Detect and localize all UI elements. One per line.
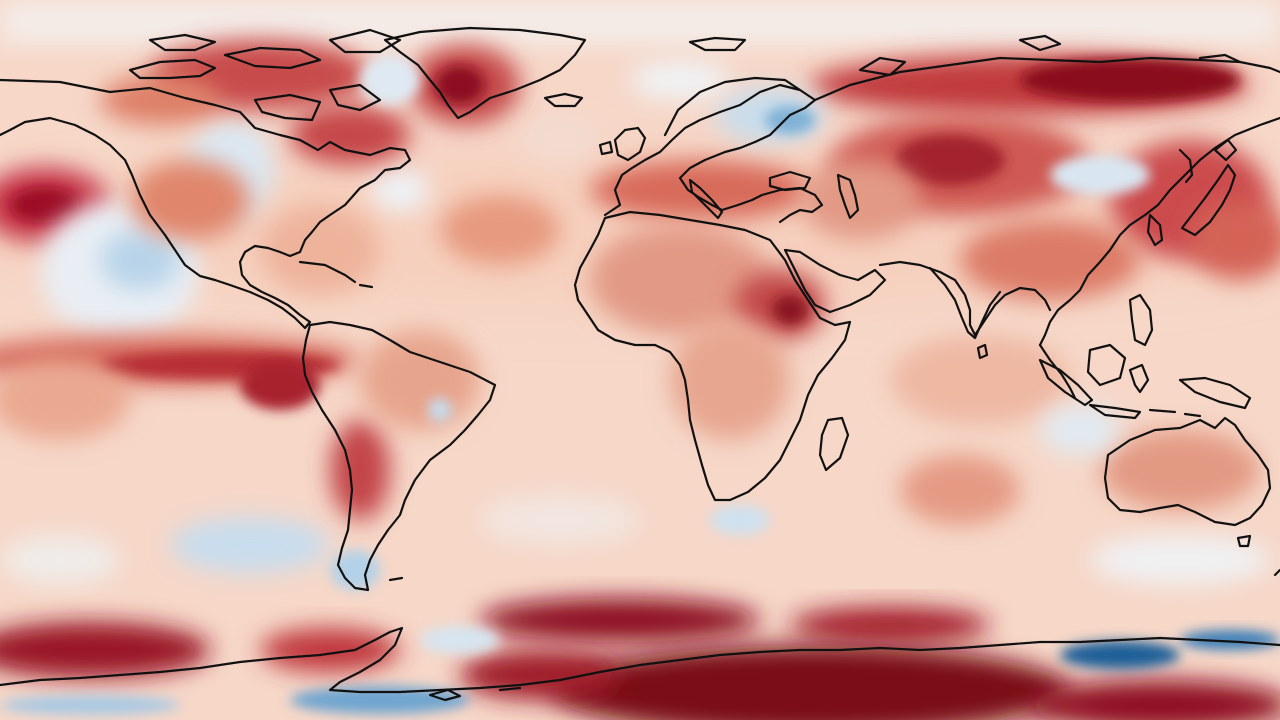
coastline-greenland (383, 26, 587, 120)
coastline-africa (573, 210, 852, 502)
coastline-australia (1103, 416, 1272, 527)
coastline-south-america (301, 320, 497, 592)
coastline-antarctica (0, 626, 1280, 694)
coastline-north-america (0, 78, 412, 330)
coastlines (0, 26, 1280, 702)
